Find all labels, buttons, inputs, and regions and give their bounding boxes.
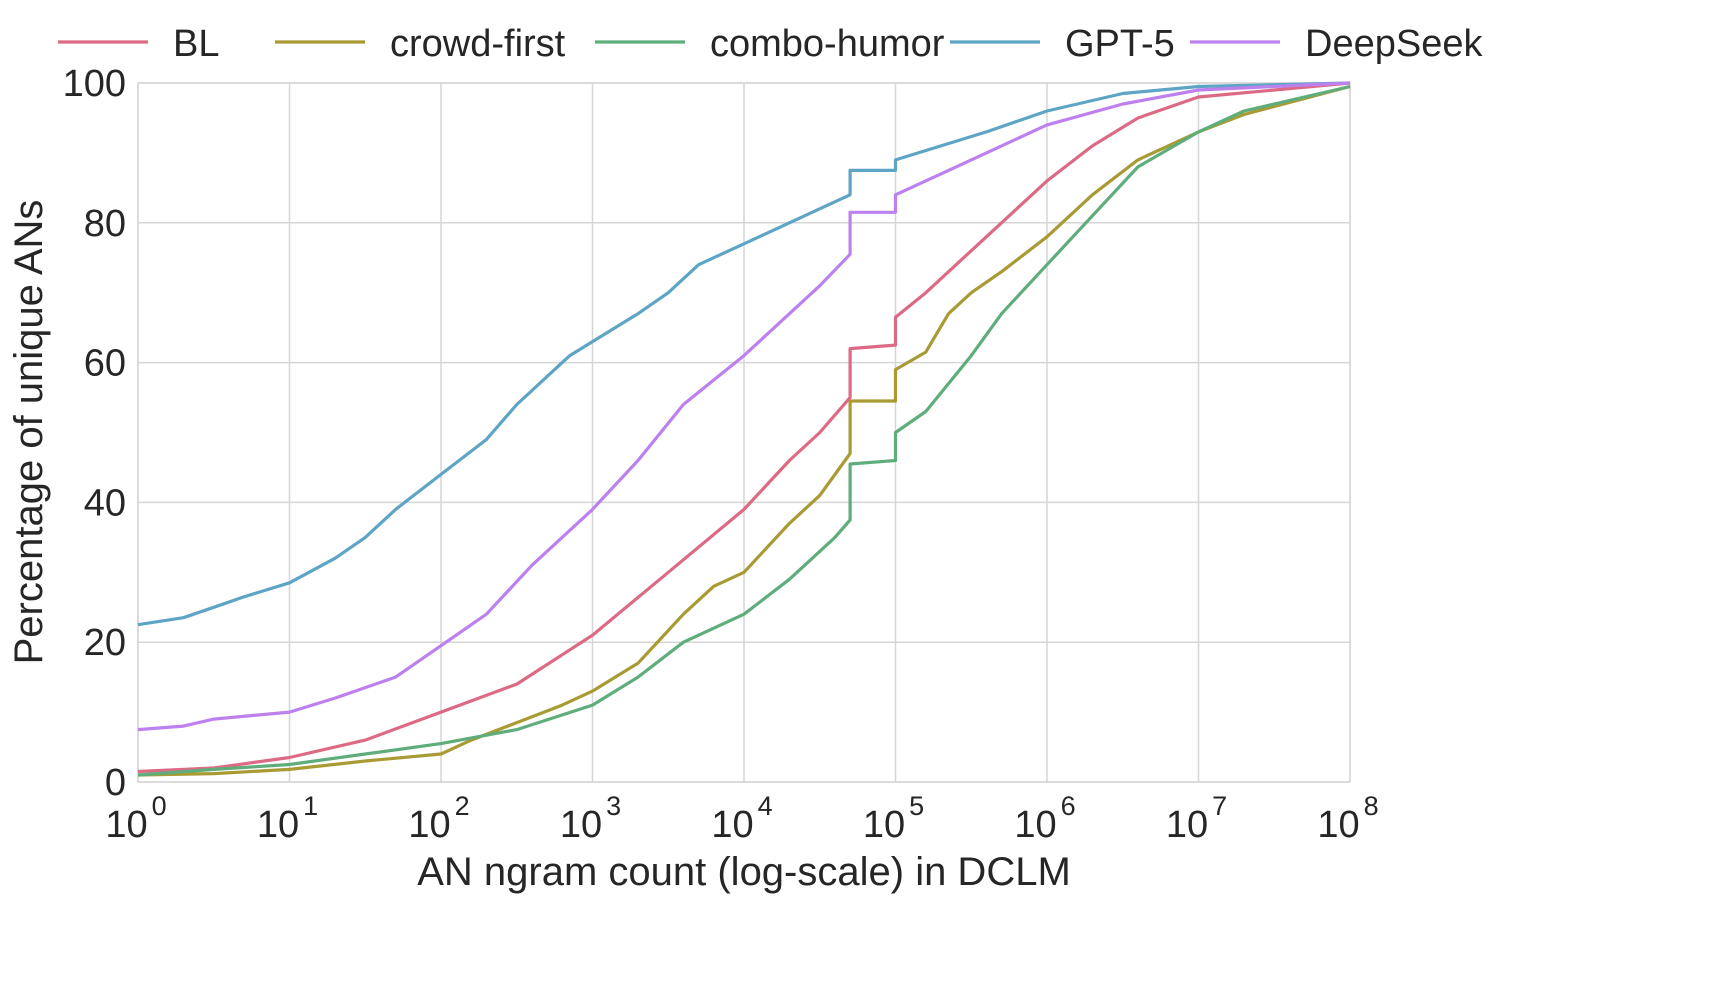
x-tick-label: 10 5 [863, 791, 924, 846]
plot-frame [137, 82, 1351, 783]
legend-label-crowd-first: crowd-first [390, 23, 566, 65]
x-tick-label: 10 3 [560, 791, 621, 846]
series-lines [137, 81, 1351, 777]
y-tick-label: 0 [105, 762, 126, 804]
series-line-combo-humor [137, 84, 1351, 777]
y-tick-labels: 0 20 40 60 80 100 [63, 63, 126, 804]
series-line-bl [137, 81, 1351, 774]
legend-label-deepseek: DeepSeek [1305, 23, 1483, 65]
series-line-crowd-first [137, 84, 1351, 777]
x-tick-label: 10 6 [1014, 791, 1075, 846]
x-tick-label: 10 0 [105, 791, 166, 846]
y-tick-label: 40 [84, 482, 126, 524]
legend-label-gpt-5: GPT-5 [1065, 23, 1175, 65]
legend-label-combo-humor: combo-humor [710, 23, 945, 65]
x-tick-label: 10 4 [711, 791, 772, 846]
y-tick-label: 100 [63, 63, 126, 105]
series-line-deepseek [137, 81, 1351, 732]
y-tick-label: 20 [84, 622, 126, 664]
x-axis-label: AN ngram count (log-scale) in DCLM [417, 850, 1071, 894]
x-tick-label: 10 7 [1166, 791, 1227, 846]
y-tick-label: 80 [84, 203, 126, 245]
legend-label-bl: BL [173, 23, 219, 65]
x-tick-label: 10 2 [408, 791, 469, 846]
x-tick-label: 10 8 [1317, 791, 1378, 846]
x-tick-label: 10 1 [257, 791, 318, 846]
legend: BL crowd-first combo-humor GPT-5 DeepSeek [58, 23, 1483, 65]
y-axis-label: Percentage of unique ANs [7, 200, 51, 665]
x-tick-labels: 10 0 10 1 10 2 10 3 10 4 10 5 10 6 10 7 10 8 [105, 791, 1378, 846]
series-line-gpt-5 [137, 81, 1351, 627]
grid [137, 82, 1351, 783]
y-tick-label: 60 [84, 343, 126, 385]
